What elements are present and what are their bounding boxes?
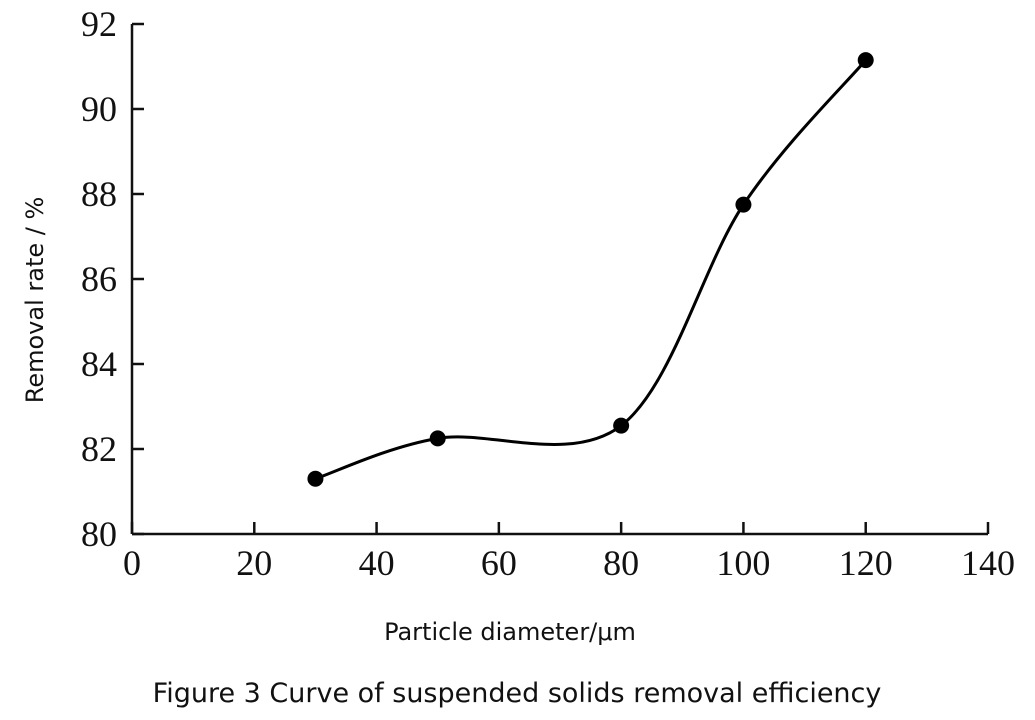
y-tick-label: 86 <box>81 259 117 299</box>
x-ticks: 0 20 40 60 80 100 120 140 <box>123 522 1015 583</box>
data-point <box>307 470 324 487</box>
x-tick-label: 80 <box>603 543 639 583</box>
y-tick-label: 88 <box>81 174 117 214</box>
x-tick-label: 140 <box>961 543 1015 583</box>
x-tick-label: 60 <box>481 543 517 583</box>
data-point <box>735 196 752 213</box>
x-axis-title: Particle diameter/μm <box>384 618 636 646</box>
data-point <box>857 52 874 69</box>
y-ticks: 80 82 84 86 88 90 92 <box>81 4 144 554</box>
y-tick-label: 82 <box>81 429 117 469</box>
axes <box>130 24 988 536</box>
x-tick-label: 120 <box>839 543 893 583</box>
x-tick-label: 100 <box>716 543 770 583</box>
y-tick-label: 92 <box>81 4 117 44</box>
x-tick-label: 40 <box>359 543 395 583</box>
data-points <box>307 52 874 487</box>
series-line <box>314 59 867 481</box>
x-tick-label: 0 <box>123 543 141 583</box>
y-axis-title: Removal rate / % <box>21 197 49 404</box>
data-point <box>429 430 446 447</box>
figure-caption: Figure 3 Curve of suspended solids remov… <box>153 678 882 709</box>
y-tick-label: 80 <box>81 514 117 554</box>
y-tick-label: 90 <box>81 89 117 129</box>
data-point <box>613 417 630 434</box>
y-tick-label: 84 <box>81 344 117 384</box>
x-tick-label: 20 <box>236 543 272 583</box>
series-group <box>307 52 874 487</box>
